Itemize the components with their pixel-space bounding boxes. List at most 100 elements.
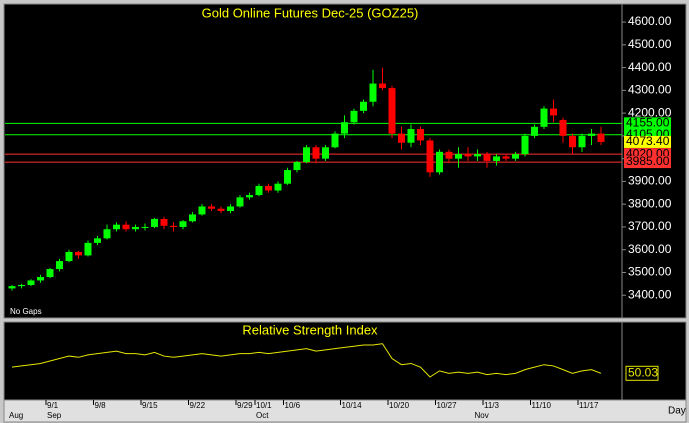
- candle-body: [255, 185, 263, 196]
- rsi-value-label: 50.03: [628, 365, 658, 379]
- candle-body: [388, 88, 396, 134]
- date-axis: [3, 399, 687, 423]
- y-tick-label: 4500.00: [628, 37, 672, 51]
- candle-body: [531, 126, 538, 136]
- candle-body: [512, 154, 519, 159]
- y-tick-label: 3400.00: [628, 287, 672, 301]
- y-tick-label: 4600.00: [628, 14, 672, 28]
- candle-body: [597, 133, 605, 142]
- candle-body: [398, 133, 405, 143]
- y-tick-label: 3700.00: [628, 219, 672, 233]
- candle-body: [265, 185, 272, 191]
- candle-body: [113, 224, 120, 230]
- level-label-bg: [624, 156, 671, 169]
- candle-body: [474, 154, 481, 157]
- y-tick-label: 3800.00: [628, 196, 672, 210]
- candle-body: [559, 119, 567, 136]
- candle-body: [8, 286, 16, 289]
- candle-body: [284, 170, 291, 184]
- candle-body: [483, 154, 491, 161]
- level-label-bg: [624, 117, 671, 130]
- candle-body: [407, 129, 415, 143]
- candle-body: [550, 108, 557, 116]
- rsi-line: [11, 343, 602, 378]
- candle-body: [322, 147, 329, 159]
- candle-body: [455, 154, 462, 159]
- candle-body: [103, 229, 111, 239]
- x-tick-label: 9/8: [95, 401, 107, 410]
- rsi-axis: [621, 321, 687, 401]
- candle-body: [160, 218, 168, 226]
- candle-body: [46, 269, 54, 278]
- y-tick-label: 4300.00: [628, 83, 672, 97]
- month-label: Nov: [475, 411, 489, 420]
- y-tick-label: 4400.00: [628, 60, 672, 74]
- level-label: 3985.00: [626, 154, 670, 168]
- candle-body: [521, 135, 529, 155]
- candle-body: [56, 261, 63, 270]
- y-tick-label: 3600.00: [628, 242, 672, 256]
- candle-body: [369, 83, 377, 102]
- candle-body: [37, 277, 44, 281]
- gaps-note: No Gaps: [10, 307, 42, 316]
- x-tick-label: 11/17: [579, 401, 599, 410]
- candle-body: [122, 224, 130, 230]
- candle-body: [569, 135, 576, 148]
- candle-body: [227, 206, 234, 212]
- candle-body: [493, 156, 500, 161]
- candle-body: [360, 101, 367, 111]
- candle-body: [18, 284, 25, 287]
- candle-body: [236, 197, 244, 207]
- candle-body: [417, 129, 424, 141]
- month-label: Aug: [9, 411, 23, 420]
- candle-body: [189, 214, 196, 222]
- month-label: Oct: [256, 411, 269, 420]
- period-label: Day: [668, 406, 686, 417]
- level-label-bg: [624, 135, 671, 148]
- x-tick-label: 10/1: [256, 401, 272, 410]
- candle-body: [75, 251, 82, 256]
- x-tick-label: 9/1: [47, 401, 59, 410]
- candle-body: [331, 133, 339, 148]
- x-tick-label: 10/27: [437, 401, 458, 410]
- candle-body: [578, 135, 586, 148]
- candle-body: [170, 225, 177, 227]
- level-label: 4073.40: [626, 134, 670, 148]
- candle-body: [588, 133, 595, 136]
- candle-body: [341, 122, 348, 134]
- candle-body: [132, 226, 139, 230]
- candle-body: [151, 218, 158, 227]
- candle-body: [426, 140, 434, 173]
- candle-body: [540, 108, 548, 127]
- price-panel: [3, 3, 623, 319]
- candle-body: [350, 110, 358, 123]
- candle-body: [65, 251, 73, 262]
- y-tick-label: 3500.00: [628, 265, 672, 279]
- candle-body: [208, 206, 215, 209]
- candle-body: [94, 238, 101, 243]
- candle-body: [464, 154, 472, 157]
- candle-body: [246, 195, 253, 198]
- level-label: 4155.00: [626, 116, 670, 130]
- candle-body: [84, 242, 92, 256]
- x-tick-label: 11/3: [484, 401, 500, 410]
- y-tick-label: 4200.00: [628, 105, 672, 119]
- candle-body: [217, 208, 225, 212]
- x-tick-label: 10/14: [342, 401, 363, 410]
- candle-body: [312, 147, 320, 159]
- month-label: Sep: [47, 411, 62, 420]
- candle-body: [141, 226, 149, 228]
- candle-body: [179, 221, 187, 227]
- candle-body: [502, 156, 510, 159]
- x-tick-label: 9/15: [142, 401, 158, 410]
- x-tick-label: 9/22: [190, 401, 206, 410]
- rsi-value-bg: [625, 365, 659, 381]
- x-tick-label: 10/6: [285, 401, 301, 410]
- candle-body: [293, 162, 301, 171]
- candle-body: [445, 151, 453, 159]
- rsi-panel: [3, 321, 623, 401]
- x-tick-label: 11/10: [532, 401, 552, 410]
- candle-body: [379, 83, 386, 89]
- candle-body: [436, 151, 443, 173]
